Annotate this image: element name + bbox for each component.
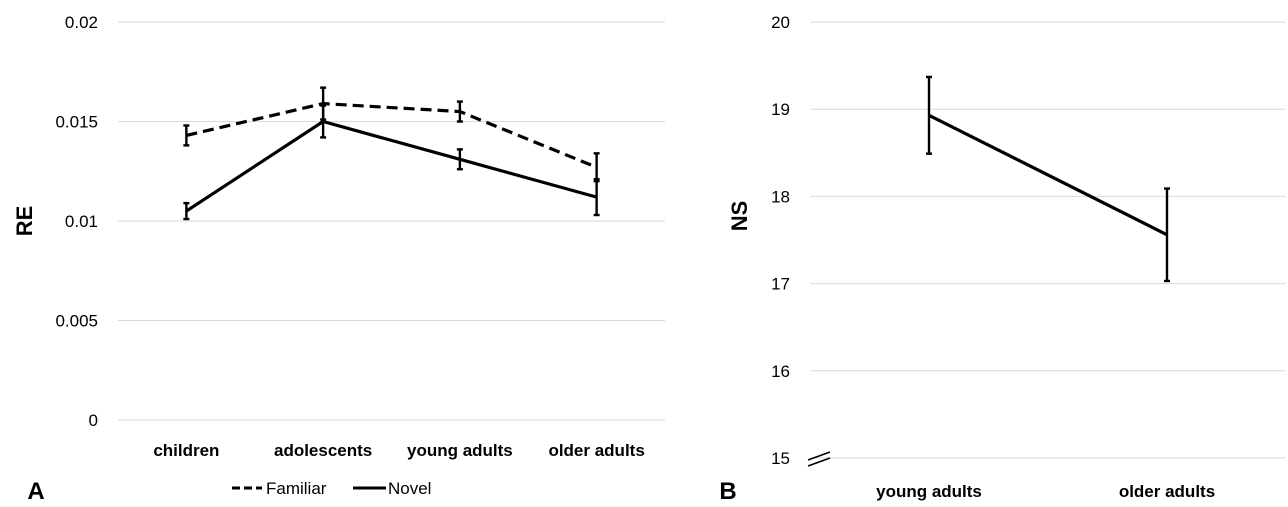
error-bar-novel-young-adults (456, 148, 463, 171)
chart-b-grid (810, 21, 1286, 459)
y-tick-label: 0 (89, 411, 98, 430)
category-label-young-adults: young adults (876, 482, 982, 501)
y-tick-label: 0.015 (55, 113, 98, 132)
chart-a: 0 0.005 0.01 0.015 0.02 RE children adolescen… (12, 13, 665, 505)
error-bar-series-0-young-adults (926, 75, 932, 155)
y-tick-label: 15 (771, 449, 790, 468)
series-line-series-0 (928, 113, 1168, 237)
axis-break-mark (807, 451, 831, 467)
chart-a-series (183, 86, 600, 221)
panel-label-a: A (27, 478, 44, 502)
y-tick-label: 20 (771, 13, 790, 32)
y-tick-label: 17 (771, 275, 790, 294)
panel-label-b: B (719, 478, 736, 502)
error-bar-novel-older-adults (593, 178, 600, 217)
series-line-familiar (186, 101, 598, 169)
y-tick-label: 18 (771, 187, 790, 206)
chart-b-y-ticks: 15 16 17 18 19 20 (771, 13, 790, 468)
error-bar-novel-adolescents (320, 104, 327, 139)
category-label-older-adults: older adults (548, 441, 644, 460)
category-label-older-adults: older adults (1119, 482, 1215, 501)
y-tick-label: 0.02 (65, 13, 98, 32)
y-tick-label: 0.005 (55, 312, 98, 331)
legend-novel-label: Novel (388, 479, 431, 498)
chart-a-grid (118, 21, 665, 421)
y-tick-label: 0.01 (65, 212, 98, 231)
error-bar-familiar-older-adults (593, 152, 600, 183)
chart-a-legend: Familiar Novel (232, 479, 431, 498)
y-tick-label: 16 (771, 362, 790, 381)
y-tick-label: 19 (771, 100, 790, 119)
category-label-adolescents: adolescents (274, 441, 372, 460)
series-line-novel (185, 119, 598, 213)
error-bar-series-0-older-adults (1164, 187, 1170, 283)
category-label-young-adults: young adults (407, 441, 513, 460)
legend-familiar-label: Familiar (266, 479, 327, 498)
chart-b-category-labels: young adults older adults (876, 482, 1215, 501)
error-bar-familiar-young-adults (456, 100, 463, 123)
chart-b-series (926, 75, 1170, 283)
chart-a-y-ticks: 0 0.005 0.01 0.015 0.02 (55, 13, 98, 430)
chart-b-y-axis-label: NS (727, 201, 752, 232)
error-bar-novel-children (183, 201, 190, 221)
error-bar-familiar-children (183, 124, 190, 147)
chart-a-y-axis-label: RE (12, 206, 37, 237)
chart-a-category-labels: children adolescents young adults older adu… (153, 441, 644, 460)
category-label-children: children (153, 441, 219, 460)
chart-b: 15 16 17 18 19 20 NS young adults older adults… (719, 13, 1286, 505)
